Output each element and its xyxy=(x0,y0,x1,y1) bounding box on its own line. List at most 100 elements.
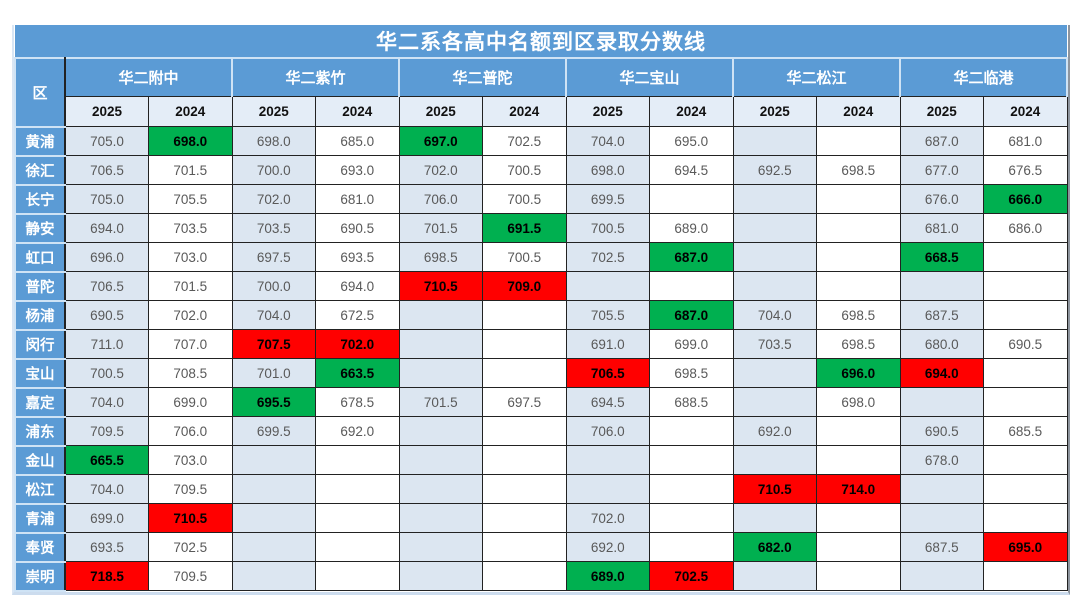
school-header-1: 华二附中 xyxy=(64,57,233,97)
score-cell: 687.5 xyxy=(899,300,984,330)
score-cell: 702.0 xyxy=(315,329,400,359)
score-cell: 705.0 xyxy=(64,184,149,214)
table-row: 金山 665.5 703.0 678.0 xyxy=(14,444,1068,476)
table-row: 崇明 718.5 709.5 689.0 702.5 xyxy=(14,560,1068,592)
score-cell xyxy=(649,503,734,533)
score-cell: 692.0 xyxy=(732,416,817,446)
score-cell: 703.5 xyxy=(148,213,233,243)
table-row: 杨浦 690.5 702.0 704.0 672.5 705.5 687.0 704.0 698… xyxy=(14,299,1068,331)
score-cell xyxy=(983,503,1068,533)
score-cell xyxy=(649,532,734,562)
score-cell: 699.0 xyxy=(148,387,233,417)
score-cell: 706.5 xyxy=(64,271,149,301)
score-cell: 706.0 xyxy=(398,184,483,214)
score-cell: 701.5 xyxy=(398,213,483,243)
table-row: 浦东 709.5 706.0 699.5 692.0 706.0 692.0 690.5 685… xyxy=(14,415,1068,447)
score-cell: 702.5 xyxy=(148,532,233,562)
score-cell: 700.5 xyxy=(482,242,567,272)
score-cell: 704.0 xyxy=(732,300,817,330)
score-cell: 687.0 xyxy=(899,126,984,156)
score-cell: 698.5 xyxy=(816,329,901,359)
score-cell: 702.5 xyxy=(482,126,567,156)
score-cell xyxy=(482,474,567,504)
score-cell xyxy=(398,329,483,359)
score-cell xyxy=(398,561,483,591)
score-cell: 688.5 xyxy=(649,387,734,417)
score-cell: 695.0 xyxy=(983,532,1068,562)
score-cell: 702.5 xyxy=(565,242,650,272)
district-label: 崇明 xyxy=(14,560,66,592)
score-cell: 704.0 xyxy=(64,387,149,417)
year-header: 2024 xyxy=(816,96,901,127)
score-cell: 693.5 xyxy=(64,532,149,562)
score-cell: 701.0 xyxy=(231,358,316,388)
score-cell: 693.0 xyxy=(315,155,400,185)
score-cell xyxy=(983,358,1068,388)
score-cell: 704.0 xyxy=(565,126,650,156)
score-cell xyxy=(482,532,567,562)
score-cell xyxy=(398,503,483,533)
score-cell: 708.5 xyxy=(148,358,233,388)
score-cell: 703.5 xyxy=(732,329,817,359)
score-cell xyxy=(816,416,901,446)
year-header: 2025 xyxy=(64,96,149,127)
score-cell: 680.0 xyxy=(899,329,984,359)
district-label: 奉贤 xyxy=(14,531,66,563)
table-row: 虹口 696.0 703.0 697.5 693.5 698.5 700.5 702.5 687… xyxy=(14,241,1068,273)
score-cell: 690.5 xyxy=(983,329,1068,359)
score-cell: 698.0 xyxy=(816,387,901,417)
score-cell xyxy=(816,271,901,301)
score-cell: 703.0 xyxy=(148,242,233,272)
score-cell: 672.5 xyxy=(315,300,400,330)
score-cell: 702.0 xyxy=(148,300,233,330)
year-header-row: 2025 2024 2025 2024 2025 2024 2025 2024 2025 2024… xyxy=(15,96,1068,127)
score-cell xyxy=(482,329,567,359)
score-cell: 709.0 xyxy=(482,271,567,301)
score-cell xyxy=(565,271,650,301)
score-cell: 710.5 xyxy=(398,271,483,301)
score-cell: 676.5 xyxy=(983,155,1068,185)
score-cell: 698.5 xyxy=(398,242,483,272)
score-cell xyxy=(482,503,567,533)
score-cell: 701.5 xyxy=(148,155,233,185)
score-cell: 699.0 xyxy=(64,503,149,533)
score-cell xyxy=(231,474,316,504)
district-label: 青浦 xyxy=(14,502,66,534)
score-cell xyxy=(231,532,316,562)
table-row: 普陀 706.5 701.5 700.0 694.0 710.5 709.0 xyxy=(14,270,1068,302)
score-cell: 705.5 xyxy=(148,184,233,214)
score-cell: 689.0 xyxy=(649,213,734,243)
score-cell: 701.5 xyxy=(148,271,233,301)
table-row: 黄浦 705.0 698.0 698.0 685.0 697.0 702.5 704.0 695… xyxy=(14,125,1068,157)
score-cell xyxy=(732,213,817,243)
district-label: 嘉定 xyxy=(14,386,66,418)
score-cell: 681.0 xyxy=(899,213,984,243)
score-cell: 714.0 xyxy=(816,474,901,504)
year-header: 2025 xyxy=(732,96,817,127)
score-cell xyxy=(482,416,567,446)
score-cell: 692.0 xyxy=(315,416,400,446)
table-row: 松江 704.0 709.5 710.5 714.0 xyxy=(14,473,1068,505)
score-cell: 681.0 xyxy=(983,126,1068,156)
table-title: 华二系各高中名额到区录取分数线 xyxy=(15,25,1067,58)
district-label: 闵行 xyxy=(14,328,66,360)
table-row: 青浦 699.0 710.5 702.0 xyxy=(14,502,1068,534)
year-header: 2025 xyxy=(899,96,984,127)
scores-table: 华二系各高中名额到区录取分数线 区 华二附中 华二紫竹 华二普陀 华二宝山 华二松江 华二… xyxy=(14,25,1068,592)
score-cell xyxy=(899,271,984,301)
score-cell: 677.0 xyxy=(899,155,984,185)
score-cell xyxy=(899,474,984,504)
district-label: 徐汇 xyxy=(14,154,66,186)
score-cell: 709.5 xyxy=(64,416,149,446)
score-cell xyxy=(649,474,734,504)
score-cell: 689.0 xyxy=(565,561,650,591)
year-header: 2025 xyxy=(231,96,316,127)
score-cell xyxy=(983,271,1068,301)
score-cell xyxy=(231,561,316,591)
school-header-6: 华二临港 xyxy=(899,57,1068,97)
score-cell xyxy=(398,300,483,330)
score-cell: 690.5 xyxy=(315,213,400,243)
score-cell: 665.5 xyxy=(64,445,149,475)
score-cell: 700.5 xyxy=(565,213,650,243)
score-cell xyxy=(732,387,817,417)
